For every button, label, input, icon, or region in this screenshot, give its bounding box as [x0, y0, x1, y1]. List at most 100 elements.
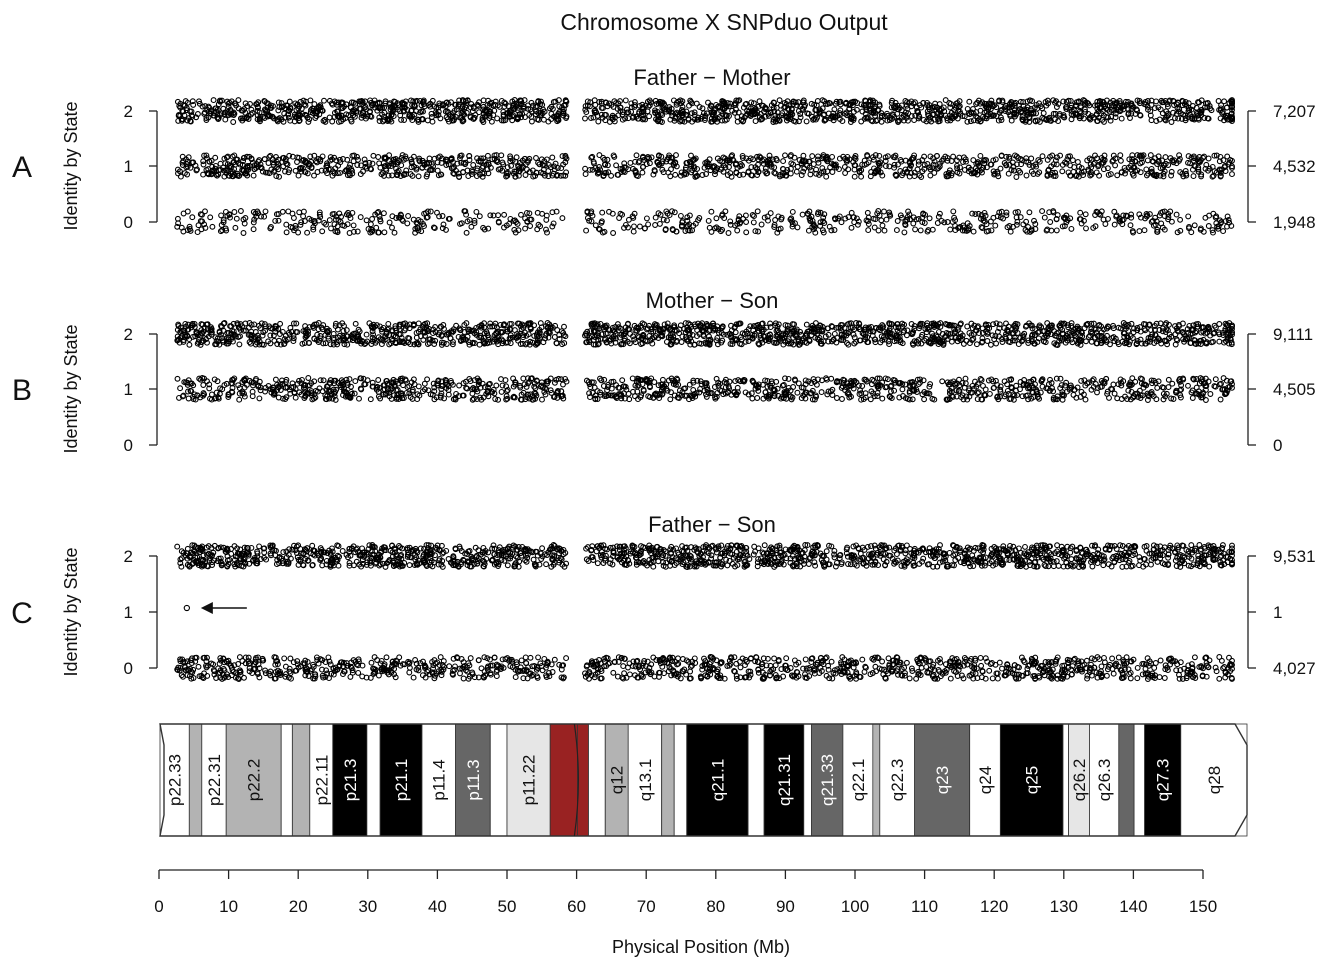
data-point [1173, 211, 1180, 218]
data-point [520, 105, 527, 112]
data-point [722, 208, 729, 215]
data-point [795, 108, 802, 114]
data-point [276, 104, 283, 111]
data-point [215, 116, 222, 122]
data-point [1075, 98, 1082, 105]
data-point [1202, 214, 1209, 221]
data-point [636, 223, 643, 230]
data-point [677, 212, 684, 219]
data-point [865, 227, 872, 234]
data-point [501, 211, 508, 218]
data-point [794, 102, 800, 109]
data-point [181, 112, 188, 119]
data-point [388, 118, 395, 125]
data-point [1067, 97, 1074, 104]
data-point [725, 230, 732, 236]
data-point [1221, 98, 1228, 105]
data-point [1190, 173, 1197, 180]
data-point [458, 110, 465, 116]
data-point [797, 111, 804, 117]
data-point [1019, 114, 1026, 121]
data-point [944, 219, 951, 225]
data-point [462, 98, 469, 105]
data-point [230, 119, 237, 125]
data-point [533, 155, 539, 161]
data-point [295, 110, 302, 117]
data-point [932, 100, 939, 107]
data-point [1081, 101, 1088, 108]
data-point [973, 341, 980, 348]
data-point [434, 167, 441, 174]
data-point [398, 116, 405, 123]
data-point [944, 117, 951, 124]
data-point [789, 208, 796, 215]
data-point [610, 230, 617, 236]
data-point [1083, 338, 1089, 345]
data-point [653, 101, 660, 107]
data-point [695, 116, 702, 123]
data-point [726, 103, 732, 110]
data-point [281, 110, 288, 117]
data-point [522, 225, 529, 232]
ibs-0-points [174, 208, 1235, 236]
data-point [1123, 101, 1130, 108]
data-point [1087, 116, 1094, 123]
data-point [973, 101, 980, 107]
data-point [752, 118, 759, 125]
data-point [895, 161, 901, 168]
data-point [622, 97, 629, 104]
data-point [782, 152, 788, 159]
data-point [1223, 112, 1230, 119]
data-point [275, 217, 282, 224]
data-point [239, 115, 246, 122]
data-point [1043, 102, 1050, 109]
y-tick-label: 1 [124, 380, 133, 399]
data-point [808, 100, 815, 107]
data-point [859, 108, 866, 115]
data-point [328, 225, 334, 232]
data-point [517, 111, 524, 117]
data-point [711, 109, 718, 116]
data-point [991, 112, 997, 119]
data-point [1191, 222, 1198, 229]
data-point [894, 102, 901, 109]
data-point [803, 118, 810, 125]
data-point [809, 153, 816, 160]
data-point [1080, 115, 1087, 122]
data-point [854, 221, 861, 228]
data-point [1108, 113, 1115, 120]
data-point [831, 106, 838, 113]
data-point [858, 173, 865, 180]
data-point [1148, 117, 1155, 124]
data-point [410, 216, 417, 223]
data-point [515, 104, 522, 111]
data-point [391, 229, 398, 236]
data-point [1039, 105, 1046, 112]
data-point [560, 108, 567, 115]
data-point [443, 99, 450, 106]
data-point [358, 97, 365, 104]
data-point [469, 108, 476, 115]
data-point [200, 161, 207, 168]
data-point [369, 216, 376, 222]
data-point [955, 104, 962, 110]
data-point [970, 157, 977, 164]
data-point [881, 113, 888, 120]
data-point [643, 215, 650, 222]
data-point [970, 228, 977, 235]
data-point [514, 116, 521, 123]
data-point [1195, 116, 1202, 123]
data-point [240, 230, 247, 236]
data-point [630, 113, 637, 120]
data-point [292, 167, 299, 174]
data-point [582, 103, 589, 110]
data-point [691, 109, 698, 116]
data-point [1026, 209, 1033, 216]
data-point [328, 100, 335, 107]
data-point [731, 102, 738, 108]
data-point [362, 103, 369, 110]
data-point [1201, 115, 1208, 121]
data-point [904, 327, 911, 334]
data-point [1094, 105, 1101, 112]
data-point [500, 117, 507, 124]
